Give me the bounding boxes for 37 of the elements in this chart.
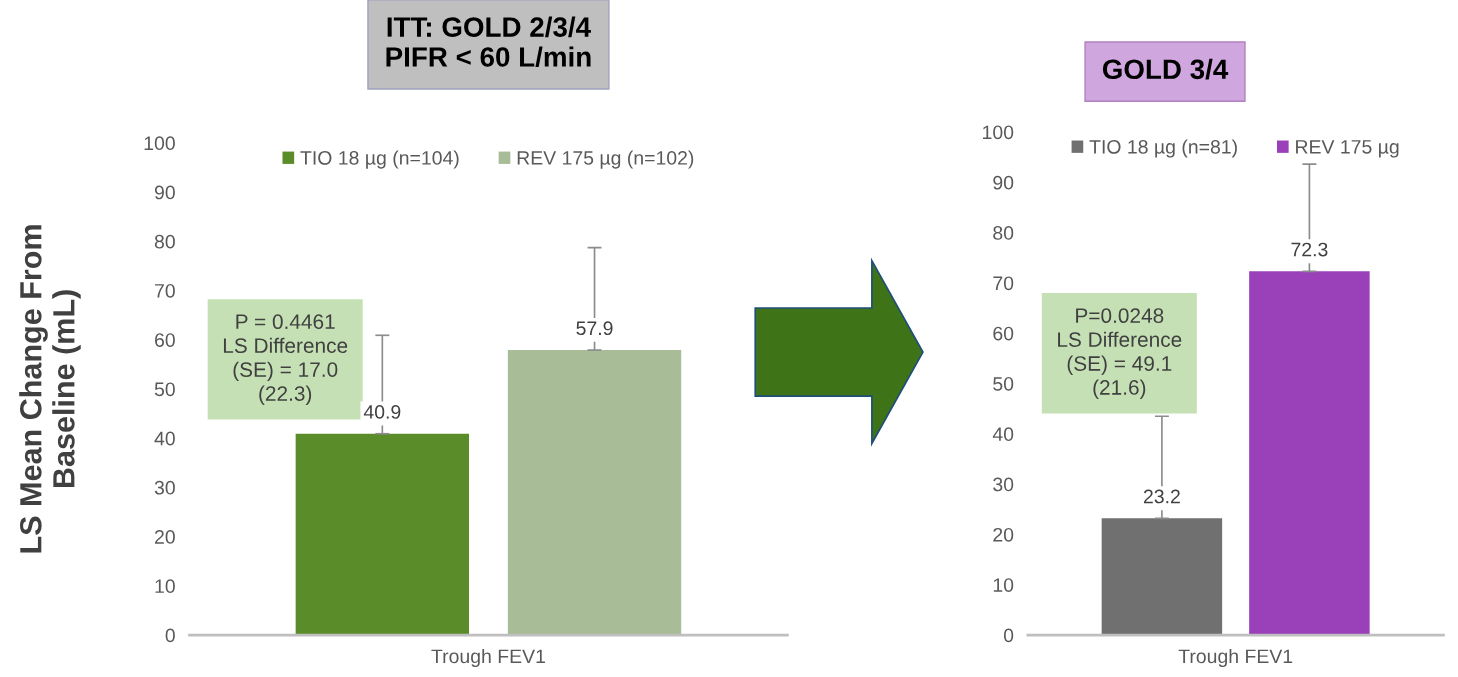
y-tick-label: 20	[155, 530, 175, 544]
y-tick-label: 100	[144, 136, 175, 151]
y-tick-label: 80	[993, 226, 1014, 240]
y-tick-label: 30	[154, 480, 175, 495]
y-tick-label: 20	[993, 527, 1014, 542]
chart-title: GOLD 3/4	[1102, 58, 1229, 80]
y-tick-label: 60	[993, 326, 1014, 341]
legend-label: REV 175 µg (n=102)	[517, 150, 694, 169]
data-label: 40.9	[363, 405, 401, 419]
legend-label: TIO 18 µg (n=104)	[300, 150, 459, 169]
annotation: P = 0.4461 LS Difference (SE) = 17.0 (22.3)	[223, 314, 348, 406]
legend-label: TIO 18 µg (n=81)	[1089, 139, 1237, 158]
data-label: 57.9	[576, 321, 613, 336]
y-tick-label: 30	[993, 477, 1014, 492]
annotation: P=0.0248 LS Difference (SE) = 49.1 (21.6)	[1058, 308, 1182, 399]
legend-label: REV 175 µg	[1296, 140, 1399, 158]
y-tick-label: 80	[154, 234, 175, 249]
y-tick-label: 70	[155, 283, 175, 298]
chart-title: ITT: GOLD 2/3/4 PIFR < 60 L/min	[386, 16, 591, 68]
y-axis-title: LS Mean Change From Baseline (mL)	[19, 225, 81, 553]
y-tick-label: 90	[154, 185, 175, 200]
y-tick-label: 90	[993, 175, 1014, 190]
y-tick-label: 40	[154, 431, 175, 446]
y-tick-label: 40	[992, 427, 1014, 442]
y-tick-label: 0	[165, 628, 175, 643]
y-tick-label: 70	[993, 276, 1014, 291]
x-tick-label: Trough FEV1	[1178, 648, 1293, 668]
y-tick-label: 60	[155, 333, 175, 347]
y-tick-label: 100	[983, 125, 1014, 140]
y-tick-label: 10	[155, 579, 175, 594]
y-tick-label: 50	[993, 376, 1014, 391]
y-tick-label: 50	[154, 382, 175, 397]
y-tick-label: 10	[993, 578, 1014, 592]
data-label: 72.3	[1291, 242, 1328, 257]
y-tick-label: 0	[1003, 628, 1014, 643]
x-tick-label: Trough FEV1	[431, 648, 545, 668]
data-label: 23.2	[1143, 489, 1180, 504]
